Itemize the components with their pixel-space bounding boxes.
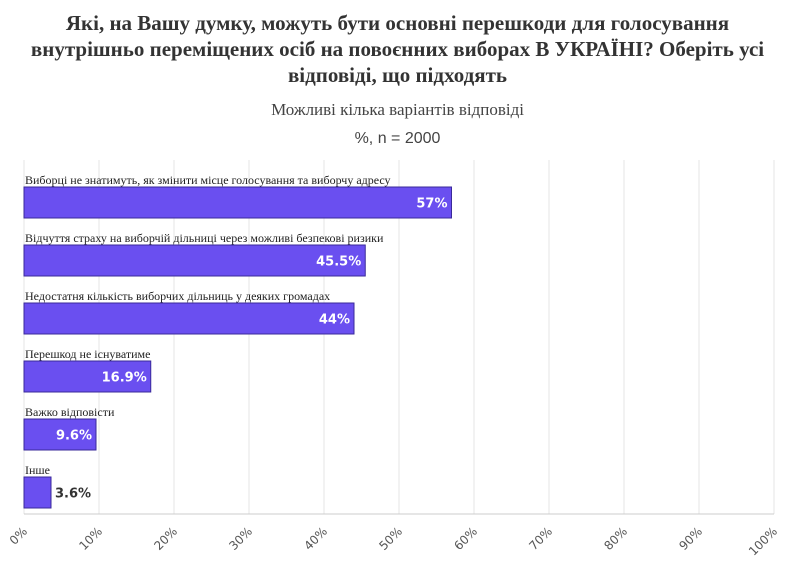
data-label: 16.9% <box>102 371 147 386</box>
x-tick-label: 10% <box>76 524 105 553</box>
bar <box>23 476 52 509</box>
x-tick-label: 70% <box>526 524 555 553</box>
x-tick-label: 40% <box>301 524 330 553</box>
category-label: Перешкод не існуватиме <box>25 347 150 361</box>
bar <box>23 186 452 219</box>
data-label: 44% <box>319 313 350 328</box>
data-label: 3.6% <box>55 487 91 502</box>
category-label: Відчуття страху на виборчій дільниці чер… <box>25 231 384 245</box>
data-label: 45.5% <box>316 255 361 270</box>
x-tick-label: 0% <box>7 524 30 547</box>
category-label: Важко відповісти <box>25 405 115 419</box>
x-tick-label: 50% <box>376 524 405 553</box>
x-tick-label: 20% <box>151 524 180 553</box>
bar <box>23 244 366 277</box>
x-tick-label: 90% <box>676 524 705 553</box>
bar <box>23 418 97 451</box>
category-label: Виборці не знатимуть, як змінити місце г… <box>25 173 391 187</box>
chart-subtitle: Можливі кілька варіантів відповіді <box>271 100 524 119</box>
bar <box>23 360 152 393</box>
x-tick-label: 60% <box>451 524 480 553</box>
bar <box>23 302 355 335</box>
data-label: 57% <box>416 197 447 212</box>
data-label: 9.6% <box>56 429 92 444</box>
category-label: Недостатня кількість виборчих дільниць у… <box>25 289 330 303</box>
x-tick-label: 100% <box>746 524 780 558</box>
sample-note: %, n = 2000 <box>354 130 441 147</box>
x-tick-label: 80% <box>601 524 630 553</box>
chart-title: Які, на Вашу думку, можуть бути основні … <box>30 11 765 87</box>
category-label: Інше <box>25 463 50 477</box>
x-tick-label: 30% <box>226 524 255 553</box>
